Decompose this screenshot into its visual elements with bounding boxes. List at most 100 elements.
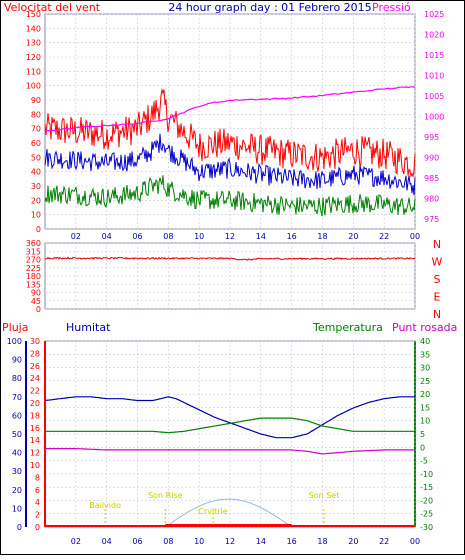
rain-tick-label: 2 [35,511,40,520]
compass-letter-s: S [434,273,441,286]
pressure-axis-label: Pressió [372,1,411,14]
rain-axis-label: Pluja [2,321,28,334]
compass-letter-e: E [434,291,441,304]
humidity-tick-label: 20 [12,486,22,495]
rain-tick-label: 4 [35,498,40,507]
temperature-tick-label: 10 [420,417,430,426]
rain-tick-label: 8 [35,473,40,482]
direction-tick-label: 270 [26,256,41,265]
twilight-label: Bailvido [89,501,121,510]
direction-tick-label: 45 [31,297,41,306]
temperature-line [45,417,415,434]
humidity-tick-label: 0 [17,523,22,532]
lower-x-tick-label: 02 [71,537,81,546]
lower-x-tick-label: 12 [225,537,235,546]
rain-tick-label: 26 [30,362,40,371]
wind-axis-label: Velocitat del vent [4,1,101,14]
wind-tick-label: 0 [36,225,41,234]
wind-min-line [44,175,416,217]
pressure-tick-label: 975 [424,215,439,224]
pressure-tick-label: 990 [424,153,439,162]
humidity-tick-label: 50 [12,430,22,439]
humidity-tick-label: 30 [12,467,22,476]
temperature-tick-label: 0 [420,443,425,452]
wind-tick-label: 10 [31,211,41,220]
compass-letter-n: N [433,308,441,321]
wind-tick-label: 60 [31,139,41,148]
temperature-tick-label: -10 [420,470,433,479]
pressure-tick-label: 1010 [424,71,444,80]
dewpoint-axis-label: Punt rosada [392,321,457,334]
lower-x-tick-label: 16 [287,537,297,546]
temperature-tick-label: -5 [420,457,428,466]
humidity-tick-label: 40 [12,449,22,458]
rain-tick-label: 22 [30,387,40,396]
temperature-tick-label: 20 [420,390,430,399]
direction-tick-label: 0 [36,305,41,314]
rain-tick-label: 6 [35,486,40,495]
lower-x-tick-label: 18 [317,537,327,546]
chart-title: 24 hour graph day : 01 Febrero 2015 [168,1,371,14]
wind-x-tick-label: 00 [410,232,420,241]
rain-tick-label: 12 [30,449,40,458]
temperature-tick-label: 30 [420,364,430,373]
wind-x-tick-label: 18 [317,232,327,241]
pressure-tick-label: 1000 [424,112,444,121]
wind-tick-label: 110 [26,67,41,76]
direction-tick-label: 315 [26,247,41,256]
wind-x-tick-label: 20 [348,232,358,241]
rain-tick-label: 14 [30,436,40,445]
pressure-tick-label: 985 [424,174,439,183]
temperature-tick-label: 40 [420,337,430,346]
lower-x-tick-label: 06 [132,537,142,546]
temperature-tick-label: -20 [420,496,433,505]
temperature-tick-label: 5 [420,430,425,439]
wind-x-tick-label: 14 [256,232,266,241]
compass-letter-w: W [432,256,443,269]
wind-tick-label: 80 [31,110,41,119]
dewpoint-line [45,448,415,455]
wind-tick-label: 100 [26,82,41,91]
rain-tick-label: 24 [30,374,40,383]
wind-x-tick-label: 22 [379,232,389,241]
wind-tick-label: 20 [31,196,41,205]
direction-tick-label: 360 [26,239,41,248]
wind-avg-line [44,133,416,196]
humidity-axis-label: Humitat [66,321,111,334]
wind-tick-label: 130 [26,39,41,48]
rain-tick-label: 0 [35,523,40,532]
wind-x-tick-label: 06 [132,232,142,241]
pressure-tick-label: 1015 [424,51,444,60]
wind-tick-label: 50 [31,153,41,162]
lower-x-tick-label: 04 [102,537,112,546]
temperature-tick-label: 15 [420,403,430,412]
transit-label: Crvitrle [198,507,227,516]
compass-letter-n: N [433,238,441,251]
temperature-tick-label: 35 [420,350,430,359]
rain-daylight-band [165,524,292,527]
wind-tick-label: 120 [26,53,41,62]
wind-gust-line [44,88,416,179]
lower-x-tick-label: 22 [379,537,389,546]
wind-x-tick-label: 12 [225,232,235,241]
lower-x-tick-label: 14 [256,537,266,546]
direction-tick-label: 225 [26,264,41,273]
wind-tick-label: 70 [31,125,41,134]
wind-tick-label: 90 [31,96,41,105]
direction-tick-label: 135 [26,280,41,289]
humidity-tick-label: 10 [12,504,22,513]
wind-tick-label: 30 [31,182,41,191]
temperature-tick-label: -15 [420,483,433,492]
rain-tick-label: 18 [30,411,40,420]
wind-direction-line [45,256,416,261]
lower-x-tick-label: 20 [348,537,358,546]
temperature-axis-label: Temperatura [312,321,383,334]
wind-x-tick-label: 04 [102,232,112,241]
humidity-tick-label: 100 [7,337,22,346]
direction-tick-label: 180 [26,272,41,281]
pressure-tick-label: 980 [424,194,439,203]
wind-tick-label: 140 [26,24,41,33]
humidity-tick-label: 60 [12,411,22,420]
wind-x-tick-label: 08 [163,232,173,241]
